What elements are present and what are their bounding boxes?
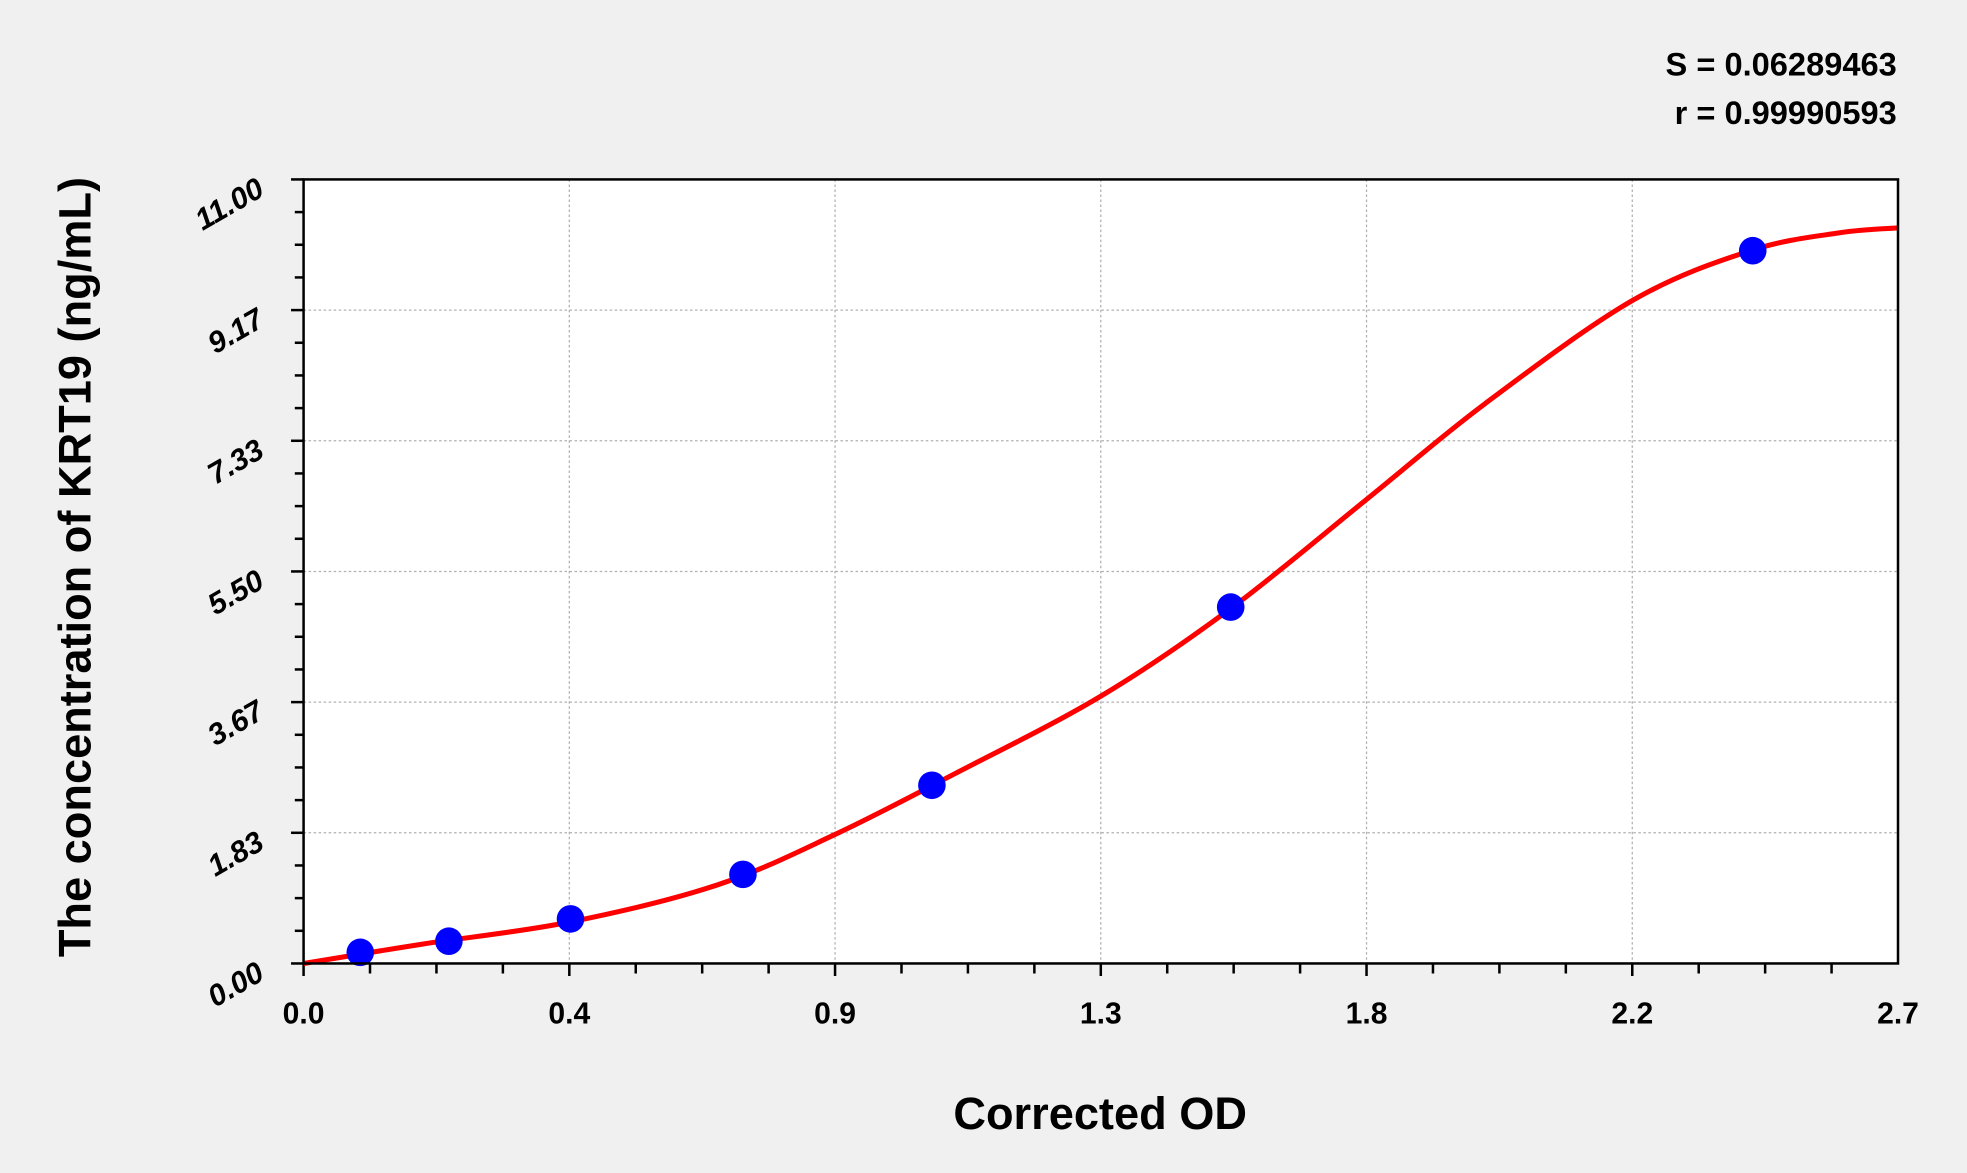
y-tick-label: 1.83 (202, 825, 269, 883)
fit-curve (303, 225, 1899, 966)
x-tick-label: 1.8 (1346, 998, 1388, 1031)
x-tick-label: 2.7 (1877, 998, 1919, 1031)
data-point (556, 905, 585, 933)
data-point (729, 860, 757, 889)
x-tick-labels: 0.0 0.4 0.9 1.3 1.8 2.2 2.7 (283, 998, 1919, 1031)
plot-frame (302, 178, 1900, 965)
y-tick-label: 3.67 (202, 694, 270, 752)
data-point (346, 938, 375, 967)
grid (303, 179, 1899, 964)
y-tick-label: 5.50 (202, 564, 269, 622)
y-tick-label: 0.00 (202, 956, 269, 1014)
data-point (918, 771, 946, 800)
y-axis-label: The concentration of KRT19 (ng/mL) (49, 177, 100, 957)
x-tick-label: 1.3 (1080, 998, 1122, 1031)
axis-ticks (291, 178, 1833, 977)
x-tick-label: 2.2 (1611, 998, 1653, 1031)
data-point (1216, 593, 1245, 621)
data-point (1738, 236, 1767, 265)
y-tick-label: 9.17 (202, 302, 270, 360)
y-tick-labels: 0.00 1.83 3.67 5.50 7.33 9.17 11.00 (190, 172, 271, 1014)
annotation-s: S = 0.06289463 (1666, 45, 1897, 82)
data-points (346, 236, 1767, 967)
annotation-r: r = 0.99990593 (1675, 94, 1897, 131)
x-tick-label: 0.9 (814, 998, 856, 1031)
data-point (435, 927, 463, 956)
x-axis-label: Corrected OD (953, 1088, 1247, 1139)
y-tick-label: 11.00 (190, 172, 270, 237)
x-tick-label: 0.0 (283, 998, 325, 1031)
y-tick-label: 7.33 (202, 433, 269, 491)
x-tick-label: 0.4 (548, 998, 590, 1031)
